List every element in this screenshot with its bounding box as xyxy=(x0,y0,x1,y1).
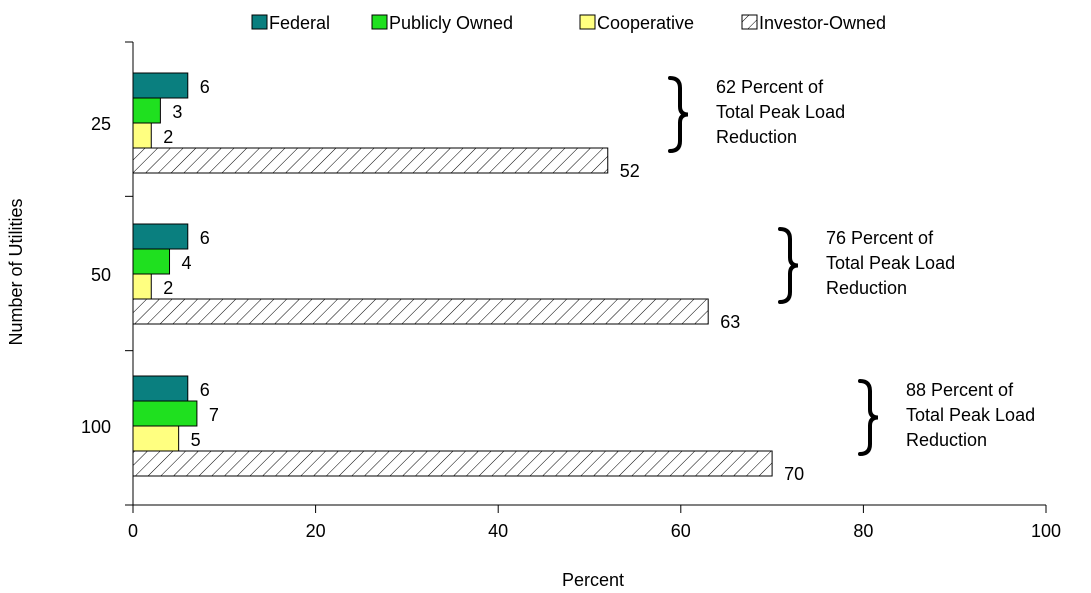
bar-federal xyxy=(132,72,189,99)
annotation-text: Total Peak Load xyxy=(906,405,1035,425)
bar-investor-owned xyxy=(132,298,709,325)
x-tick-label: 60 xyxy=(671,521,691,541)
bar-federal xyxy=(132,223,189,250)
x-tick-label: 20 xyxy=(306,521,326,541)
brace-icon xyxy=(778,227,799,304)
bar-value-label: 6 xyxy=(200,228,210,248)
legend-label: Federal xyxy=(269,13,330,33)
annotation-text: 62 Percent of xyxy=(716,77,824,97)
bar-value-label: 4 xyxy=(182,253,192,273)
y-category-label: 25 xyxy=(91,114,111,134)
brace-icon xyxy=(668,76,689,153)
y-category-label: 100 xyxy=(81,417,111,437)
legend-label: Publicly Owned xyxy=(389,13,513,33)
bar-value-label: 7 xyxy=(209,405,219,425)
annotation-text: 76 Percent of xyxy=(826,228,934,248)
bar-value-label: 5 xyxy=(191,430,201,450)
bar-value-label: 6 xyxy=(200,77,210,97)
x-tick-label: 0 xyxy=(128,521,138,541)
legend-swatch xyxy=(741,14,758,30)
bar-publicly-owned xyxy=(132,400,198,427)
bar-value-label: 70 xyxy=(784,464,804,484)
annotation-text: Reduction xyxy=(716,127,797,147)
legend-swatch xyxy=(251,14,268,30)
bar-publicly-owned xyxy=(132,97,161,124)
bar-investor-owned xyxy=(132,450,773,477)
x-tick-label: 80 xyxy=(853,521,873,541)
annotations: 62 Percent of Total Peak Load Reduction 76 … xyxy=(668,76,1035,456)
annotation-text: Reduction xyxy=(906,430,987,450)
legend: Federal Publicly Owned Cooperative Investor… xyxy=(251,13,886,33)
annotation-text: 88 Percent of xyxy=(906,380,1014,400)
legend-swatch xyxy=(579,14,596,30)
y-category-label: 50 xyxy=(91,265,111,285)
bar-value-label: 52 xyxy=(620,161,640,181)
annotation-text: Total Peak Load xyxy=(826,253,955,273)
bar-value-label: 3 xyxy=(172,102,182,122)
x-tick-label: 100 xyxy=(1031,521,1061,541)
bar-publicly-owned xyxy=(132,248,171,275)
bar-cooperative xyxy=(132,273,152,300)
bar-value-label: 6 xyxy=(200,380,210,400)
x-tick-label: 40 xyxy=(488,521,508,541)
bar-value-label: 63 xyxy=(720,312,740,332)
brace-icon xyxy=(858,379,879,456)
bar-investor-owned xyxy=(132,147,609,174)
legend-label: Cooperative xyxy=(597,13,694,33)
bar-value-label: 2 xyxy=(163,278,173,298)
legend-label: Investor-Owned xyxy=(759,13,886,33)
y-axis-label: Number of Utilities xyxy=(6,198,26,345)
bar-value-label: 2 xyxy=(163,127,173,147)
bar-cooperative xyxy=(132,122,152,149)
annotation-text: Reduction xyxy=(826,278,907,298)
bar-federal xyxy=(132,375,189,402)
bar-cooperative xyxy=(132,425,180,452)
x-axis-label: Percent xyxy=(562,570,624,590)
legend-swatch xyxy=(371,14,388,30)
annotation-text: Total Peak Load xyxy=(716,102,845,122)
